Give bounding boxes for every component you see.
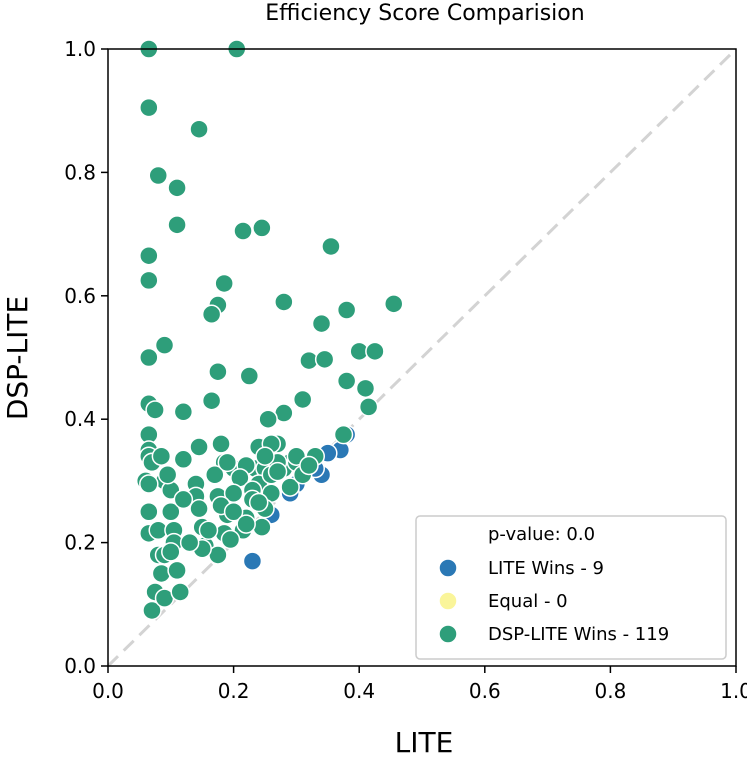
point-dsp-lite-wins-94 <box>142 600 162 621</box>
y-tick-label-4: 0.8 <box>64 160 96 184</box>
point-dsp-lite-wins-15 <box>201 304 222 325</box>
legend-marker-lite-wins <box>438 558 458 578</box>
plot-area <box>106 39 738 668</box>
point-dsp-lite-wins-4 <box>148 165 168 186</box>
x-tick-label-4: 0.8 <box>594 679 626 703</box>
point-dsp-lite-wins-108 <box>217 452 238 473</box>
point-dsp-lite-wins-46 <box>173 449 194 470</box>
point-dsp-lite-wins-17 <box>336 300 357 320</box>
y-tick-label-0: 0.0 <box>64 654 96 678</box>
legend-box <box>415 515 727 660</box>
point-dsp-lite-wins-72 <box>139 502 159 522</box>
legend-label-equal: Equal - 0 <box>488 591 568 612</box>
point-dsp-lite-wins-20 <box>154 335 175 355</box>
point-dsp-lite-wins-64 <box>139 474 159 494</box>
legend-label-dsp-lite-wins: DSP-LITE Wins - 119 <box>488 624 669 645</box>
y-tick-label-5: 1.0 <box>64 37 96 61</box>
point-dsp-lite-wins-9 <box>321 236 341 257</box>
y-tick-label-1: 0.2 <box>64 531 96 555</box>
point-dsp-lite-wins-110 <box>248 492 269 513</box>
point-dsp-lite-wins-118 <box>255 446 275 466</box>
diagonal-reference-line <box>106 47 738 668</box>
point-dsp-lite-wins-33 <box>201 390 222 411</box>
point-dsp-lite-wins-99 <box>151 446 172 466</box>
x-tick-label-1: 0.2 <box>218 679 250 703</box>
point-dsp-lite-wins-74 <box>189 498 209 519</box>
point-dsp-lite-wins-116 <box>179 532 200 553</box>
point-dsp-lite-wins-73 <box>161 502 181 522</box>
point-dsp-lite-wins-29 <box>358 397 379 417</box>
point-dsp-lite-wins-5 <box>167 178 187 198</box>
point-dsp-lite-wins-114 <box>267 461 288 482</box>
point-dsp-lite-wins-92 <box>151 563 172 584</box>
chart-title: Efficiency Score Comparision <box>265 1 584 26</box>
axes: 0.0 0.2 0.4 0.6 0.8 1.0 0.0 0.2 0.4 0.6 0.8 1.0 <box>64 37 747 703</box>
x-tick-label-2: 0.4 <box>343 679 375 703</box>
point-dsp-lite-wins-25 <box>208 361 228 382</box>
point-dsp-lite-wins-60 <box>205 464 225 485</box>
point-dsp-lite-wins-41 <box>211 434 231 454</box>
point-dsp-lite-wins-113 <box>198 520 219 541</box>
x-tick-label-0: 0.0 <box>92 679 124 703</box>
legend-label-lite-wins: LITE Wins - 9 <box>488 558 604 579</box>
point-dsp-lite-wins-112 <box>299 455 319 476</box>
point-dsp-lite-wins-6 <box>167 215 187 235</box>
point-dsp-lite-wins-32 <box>173 402 194 422</box>
point-dsp-lite-wins-34 <box>292 389 313 410</box>
plot-frame <box>107 48 737 667</box>
point-dsp-lite-wins-27 <box>336 371 357 391</box>
point-dsp-lite-wins-22 <box>314 349 335 370</box>
point-dsp-lite-wins-93 <box>167 560 187 581</box>
point-dsp-lite-wins-24 <box>365 341 385 362</box>
point-dsp-lite-wins-8 <box>252 218 272 238</box>
x-tick-label-5: 1.0 <box>720 679 747 703</box>
point-dsp-lite-wins-96 <box>170 582 190 602</box>
point-dsp-lite-wins-37 <box>333 424 354 445</box>
point-dsp-lite-wins-11 <box>139 270 159 291</box>
x-axis-label: LITE <box>395 726 454 758</box>
point-dsp-lite-wins-100 <box>173 489 194 510</box>
point-dsp-lite-wins-3 <box>189 119 209 139</box>
x-tick-label-3: 0.6 <box>469 679 501 703</box>
point-dsp-lite-wins-98 <box>157 464 178 485</box>
point-dsp-lite-wins-40 <box>189 437 209 457</box>
y-axis-label: DSP-LITE <box>1 296 34 420</box>
point-dsp-lite-wins-10 <box>139 245 159 266</box>
point-lite-wins-0 <box>242 551 263 571</box>
point-dsp-lite-wins-18 <box>311 313 332 334</box>
point-dsp-lite-wins-16 <box>383 294 404 314</box>
y-tick-label-2: 0.4 <box>64 407 96 431</box>
point-dsp-lite-wins-31 <box>145 400 165 420</box>
point-dsp-lite-wins-7 <box>233 221 253 241</box>
legend-marker-dsp-lite-wins <box>438 624 458 644</box>
legend: p-value: 0.0 LITE Wins - 9 Equal - 0 DSP… <box>415 515 727 660</box>
point-dsp-lite-wins-102 <box>223 502 244 522</box>
point-dsp-lite-wins-71 <box>280 477 300 497</box>
point-dsp-lite-wins-36 <box>258 409 278 429</box>
point-dsp-lite-wins-19 <box>139 347 159 368</box>
point-dsp-lite-wins-13 <box>274 292 294 312</box>
point-dsp-lite-wins-2 <box>139 97 159 118</box>
point-dsp-lite-wins-117 <box>161 542 181 562</box>
point-dsp-lite-wins-26 <box>239 366 260 386</box>
legend-marker-equal <box>438 591 458 611</box>
points-layer <box>135 39 404 621</box>
legend-p-value: p-value: 0.0 <box>488 524 595 545</box>
point-dsp-lite-wins-28 <box>355 378 376 399</box>
point-dsp-lite-wins-84 <box>252 517 272 537</box>
y-tick-label-3: 0.6 <box>64 284 96 308</box>
point-dsp-lite-wins-107 <box>236 514 256 534</box>
point-dsp-lite-wins-12 <box>214 273 234 294</box>
point-dsp-lite-wins-90 <box>220 529 241 550</box>
